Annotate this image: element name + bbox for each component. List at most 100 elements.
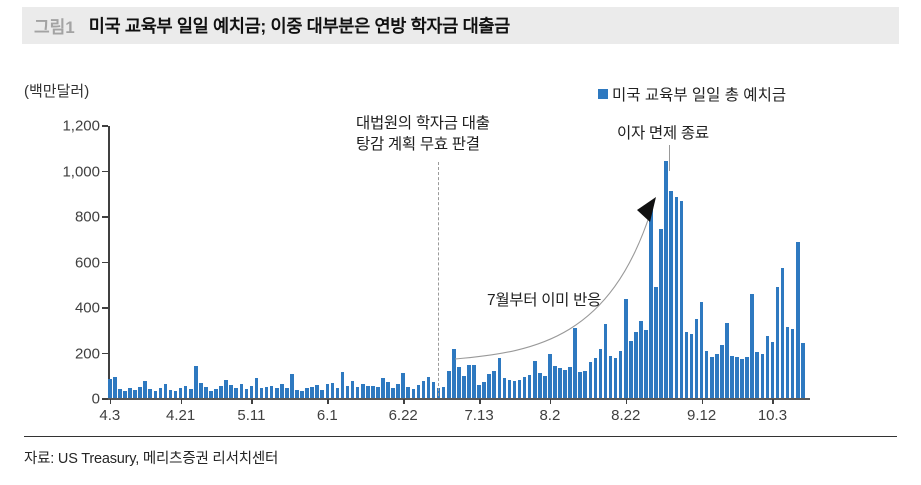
deposit-bar <box>224 380 228 398</box>
deposit-bar <box>214 389 218 398</box>
deposit-bar <box>801 343 805 398</box>
deposit-bar <box>310 387 314 398</box>
deposit-bar <box>229 384 233 398</box>
figure-number: 그림1 <box>34 18 75 37</box>
deposit-bar <box>785 326 790 398</box>
deposit-bar <box>396 384 400 398</box>
deposit-bar <box>451 348 456 398</box>
y-axis-tick-label: 400 <box>74 299 100 317</box>
y-axis-tick-label: 800 <box>74 208 100 226</box>
y-axis-tick <box>102 170 108 173</box>
deposit-bar <box>487 373 491 398</box>
deposit-bar <box>239 383 244 398</box>
deposit-bar <box>204 387 208 398</box>
deposit-bar <box>426 377 431 398</box>
deposit-bar <box>537 373 542 398</box>
deposit-bar <box>345 385 350 398</box>
deposit-bar <box>699 302 704 398</box>
deposit-bar <box>446 370 451 398</box>
deposit-bar <box>305 388 309 398</box>
deposit-bar <box>639 320 643 398</box>
x-axis-tick-label: 5.11 <box>237 407 266 424</box>
deposit-bar <box>689 333 694 398</box>
deposit-bar <box>740 358 744 398</box>
y-axis-tick-label: 600 <box>74 254 100 271</box>
deposit-bar <box>285 387 289 398</box>
deposit-bar <box>330 382 335 398</box>
chart-legend: 미국 교육부 일일 총 예치금 <box>598 83 786 105</box>
deposit-bar <box>467 365 471 398</box>
deposit-bar <box>315 384 319 398</box>
deposit-bar <box>512 380 517 398</box>
x-axis-tick <box>403 399 405 404</box>
x-axis-tick <box>251 399 253 404</box>
deposit-bar <box>300 391 304 398</box>
ruling-annotation-line2: 탕감 계획 무효 판결 <box>356 136 480 153</box>
x-axis-tick-label: 8.2 <box>539 407 561 424</box>
deposit-bar <box>649 206 653 398</box>
deposit-bar <box>193 366 198 398</box>
deposit-bar <box>674 196 679 398</box>
y-axis-tick-label: 0 <box>91 390 100 408</box>
x-axis-tick <box>701 399 704 404</box>
legend-color-swatch-icon <box>598 89 608 99</box>
deposit-bar <box>153 391 158 398</box>
x-axis-tick <box>772 399 774 404</box>
deposit-bar <box>295 390 299 398</box>
deposit-bar <box>219 385 223 398</box>
deposit-bar <box>391 388 395 398</box>
deposit-bar <box>462 375 466 398</box>
deposit-bar <box>497 358 502 398</box>
deposit-bar <box>113 377 117 398</box>
deposit-bar <box>664 160 668 398</box>
deposit-bar <box>279 384 284 398</box>
legend-label: 미국 교육부 일일 총 예치금 <box>612 87 787 104</box>
x-axis-tick-label: 9.12 <box>687 407 717 424</box>
deposit-bar <box>684 332 689 398</box>
bar-chart-plot-area: 0 200 400 600 800 1,000 1,200 4.3 4.21 5.11 6.1 6.… <box>62 118 810 424</box>
deposit-bar <box>143 380 147 398</box>
deposit-bar <box>669 191 674 398</box>
deposit-bar <box>780 268 785 398</box>
deposit-bar <box>593 358 598 398</box>
deposit-bar <box>350 380 355 398</box>
deposit-bar <box>623 298 628 398</box>
deposit-bar <box>634 332 638 398</box>
deposit-bar <box>482 382 486 398</box>
deposit-bar <box>365 386 370 398</box>
deposit-bar <box>138 386 142 398</box>
deposit-bar <box>441 387 446 398</box>
deposit-bar <box>517 380 522 398</box>
deposit-bar <box>492 370 497 398</box>
source-note: 자료: US Treasury, 메리츠증권 리서치센터 <box>24 451 279 467</box>
deposit-bar <box>745 357 749 398</box>
deposit-bar <box>730 355 734 398</box>
deposit-bar <box>371 385 375 398</box>
deposit-bar <box>583 370 588 398</box>
x-axis-tick <box>549 399 552 404</box>
y-axis-tick <box>102 352 108 355</box>
y-axis-tick <box>102 398 108 400</box>
deposit-bar <box>558 368 562 398</box>
deposit-bar <box>199 383 203 398</box>
x-axis-tick-label: 7.13 <box>464 407 494 424</box>
deposit-bar <box>249 385 254 398</box>
deposit-bar <box>694 318 699 398</box>
x-axis-tick <box>180 399 183 404</box>
deposit-bar <box>183 386 188 398</box>
deposit-bar <box>760 354 765 398</box>
deposit-bar <box>269 385 274 398</box>
x-axis-tick-label: 6.22 <box>388 407 418 424</box>
y-axis-tick-label: 200 <box>74 345 100 362</box>
deposit-bar <box>335 387 340 398</box>
deposit-bar <box>522 377 527 398</box>
deposit-bar <box>325 384 330 398</box>
deposit-bar <box>750 293 754 398</box>
x-axis-tick-label: 4.21 <box>166 407 196 424</box>
deposit-bar <box>654 286 658 398</box>
deposit-bar <box>507 380 512 398</box>
interest-waiver-annotation: 이자 면제 종료 <box>617 125 709 142</box>
y-axis-tick <box>102 307 108 309</box>
deposit-bar <box>608 355 613 398</box>
deposit-bar <box>709 357 714 398</box>
